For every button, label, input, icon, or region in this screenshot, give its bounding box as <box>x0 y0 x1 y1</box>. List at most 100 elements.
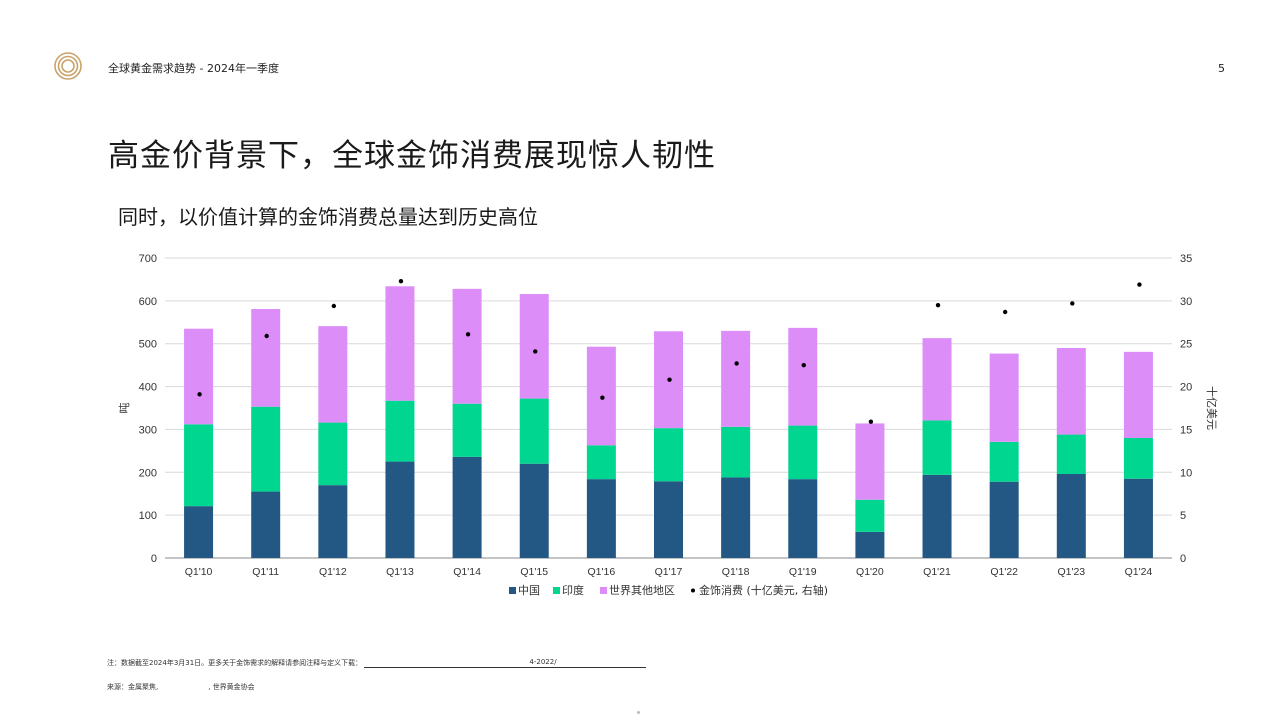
value-dot <box>801 362 806 368</box>
value-dot <box>935 302 941 308</box>
bar-china <box>586 479 616 558</box>
y2-axis-label: 十亿美元 <box>1205 386 1219 430</box>
bar-india <box>251 406 281 492</box>
x-tick-label: Q1'19 <box>789 566 817 578</box>
x-tick-label: Q1'15 <box>520 566 548 578</box>
download-link-fragment: 4-2022/ <box>529 658 557 666</box>
bar-india <box>989 441 1019 482</box>
y2-tick-label: 0 <box>1180 553 1186 565</box>
bar-rest-of-world <box>1056 348 1086 435</box>
legend-india-label: 印度 <box>562 583 584 597</box>
y-tick-label: 200 <box>139 467 157 479</box>
bar-india <box>1123 438 1153 479</box>
bar-china <box>1123 478 1153 558</box>
legend-china-swatch <box>509 587 516 594</box>
footnote: 注：数据截至2024年3月31日。更多关于金饰需求的解释请参阅注释与定义下载： … <box>107 658 647 668</box>
bar-rest-of-world <box>1123 351 1153 438</box>
bar-india <box>385 400 415 462</box>
y2-tick-label: 15 <box>1180 424 1192 436</box>
page-number: 5 <box>1218 62 1225 75</box>
bar-india <box>922 420 952 475</box>
bar-india <box>1056 434 1086 474</box>
y2-tick-label: 20 <box>1180 382 1192 394</box>
source-text-tail: , 世界黄金协会 <box>208 683 255 691</box>
value-dot <box>331 303 337 309</box>
value-dot <box>1002 309 1008 315</box>
value-dot <box>533 349 538 354</box>
y-tick-label: 600 <box>139 296 157 308</box>
value-dot <box>264 333 269 339</box>
bar-india <box>519 398 549 464</box>
legend-rest-of-world-label: 世界其他地区 <box>609 584 675 597</box>
bar-india <box>788 425 818 480</box>
value-dot <box>667 377 672 382</box>
value-dot <box>197 392 202 397</box>
bar-rest-of-world <box>519 294 549 399</box>
download-link[interactable]: 4-2022/ <box>364 658 647 668</box>
logo-icon <box>54 52 82 80</box>
x-tick-label: Q1'10 <box>185 566 213 578</box>
bar-china <box>1056 474 1086 558</box>
x-tick-label: Q1'18 <box>722 566 750 578</box>
bar-china <box>519 463 549 558</box>
bar-rest-of-world <box>922 338 952 421</box>
x-tick-label: Q1'20 <box>856 566 884 578</box>
footnote-text: 注：数据截至2024年3月31日。更多关于金饰需求的解释请参阅注释与定义下载： <box>107 659 363 667</box>
bar-india <box>721 426 751 478</box>
legend-value-swatch <box>691 588 695 593</box>
legend-value-label: 金饰消费 (十亿美元, 右轴) <box>699 583 828 597</box>
header-title: 全球黄金需求趋势 - 2024年一季度 <box>108 62 279 75</box>
x-tick-label: Q1'11 <box>252 566 279 578</box>
y-tick-label: 500 <box>139 339 157 351</box>
slide-subtitle: 同时，以价值计算的金饰消费总量达到历史高位 <box>118 205 538 229</box>
y2-tick-label: 25 <box>1180 339 1192 351</box>
x-tick-label: Q1'22 <box>990 566 1018 578</box>
value-dot <box>1070 301 1075 306</box>
x-tick-label: Q1'23 <box>1057 566 1085 578</box>
bar-rest-of-world <box>721 330 751 427</box>
y-tick-label: 400 <box>139 382 157 394</box>
bar-rest-of-world <box>788 327 818 426</box>
bar-china <box>452 456 482 558</box>
bar-china <box>989 481 1019 558</box>
y-tick-label: 100 <box>139 510 157 522</box>
bar-rest-of-world <box>251 309 281 407</box>
page-indicator <box>637 711 640 714</box>
legend-india-swatch <box>553 587 560 594</box>
x-tick-label: Q1'21 <box>923 566 951 578</box>
x-tick-label: Q1'24 <box>1125 566 1153 578</box>
x-tick-label: Q1'12 <box>319 566 347 578</box>
slide-title: 高金价背景下，全球金饰消费展现惊人韧性 <box>108 138 716 174</box>
x-tick-label: Q1'13 <box>386 566 414 578</box>
bar-china <box>385 461 415 558</box>
bar-india <box>586 445 616 480</box>
value-dot <box>868 419 874 424</box>
bar-rest-of-world <box>855 423 885 500</box>
jewellery-demand-chart: 0 100 200 300 400 500 600 700 0 5 10 15 20 25 30 35 吨 十亿美… <box>118 253 1219 597</box>
y-axis-label: 吨 <box>118 403 131 414</box>
value-dot <box>734 361 739 366</box>
bar-india <box>184 424 214 507</box>
bar-rest-of-world <box>989 353 1019 442</box>
value-dot <box>398 278 404 284</box>
stacked-bars <box>184 286 1153 558</box>
bar-india <box>452 403 482 457</box>
bar-rest-of-world <box>385 286 415 401</box>
value-dot <box>600 395 605 400</box>
bar-china <box>721 477 751 558</box>
y-tick-label: 0 <box>151 553 157 565</box>
axes: 0 100 200 300 400 500 600 700 0 5 10 15 20 25 30 35 吨 十亿美… <box>118 253 1219 578</box>
bar-china <box>922 474 952 558</box>
bar-india <box>855 499 885 532</box>
bar-china <box>654 481 683 558</box>
y-tick-label: 700 <box>139 253 157 265</box>
legend-rest-of-world-swatch <box>600 587 607 594</box>
bar-india <box>318 422 348 486</box>
x-tick-label: Q1'16 <box>588 566 616 578</box>
bar-india <box>654 428 683 482</box>
y2-tick-label: 10 <box>1180 467 1192 479</box>
bar-china <box>788 479 818 558</box>
x-tick-label: Q1'17 <box>655 566 683 578</box>
y2-tick-label: 35 <box>1180 253 1192 265</box>
bar-china <box>251 491 281 558</box>
